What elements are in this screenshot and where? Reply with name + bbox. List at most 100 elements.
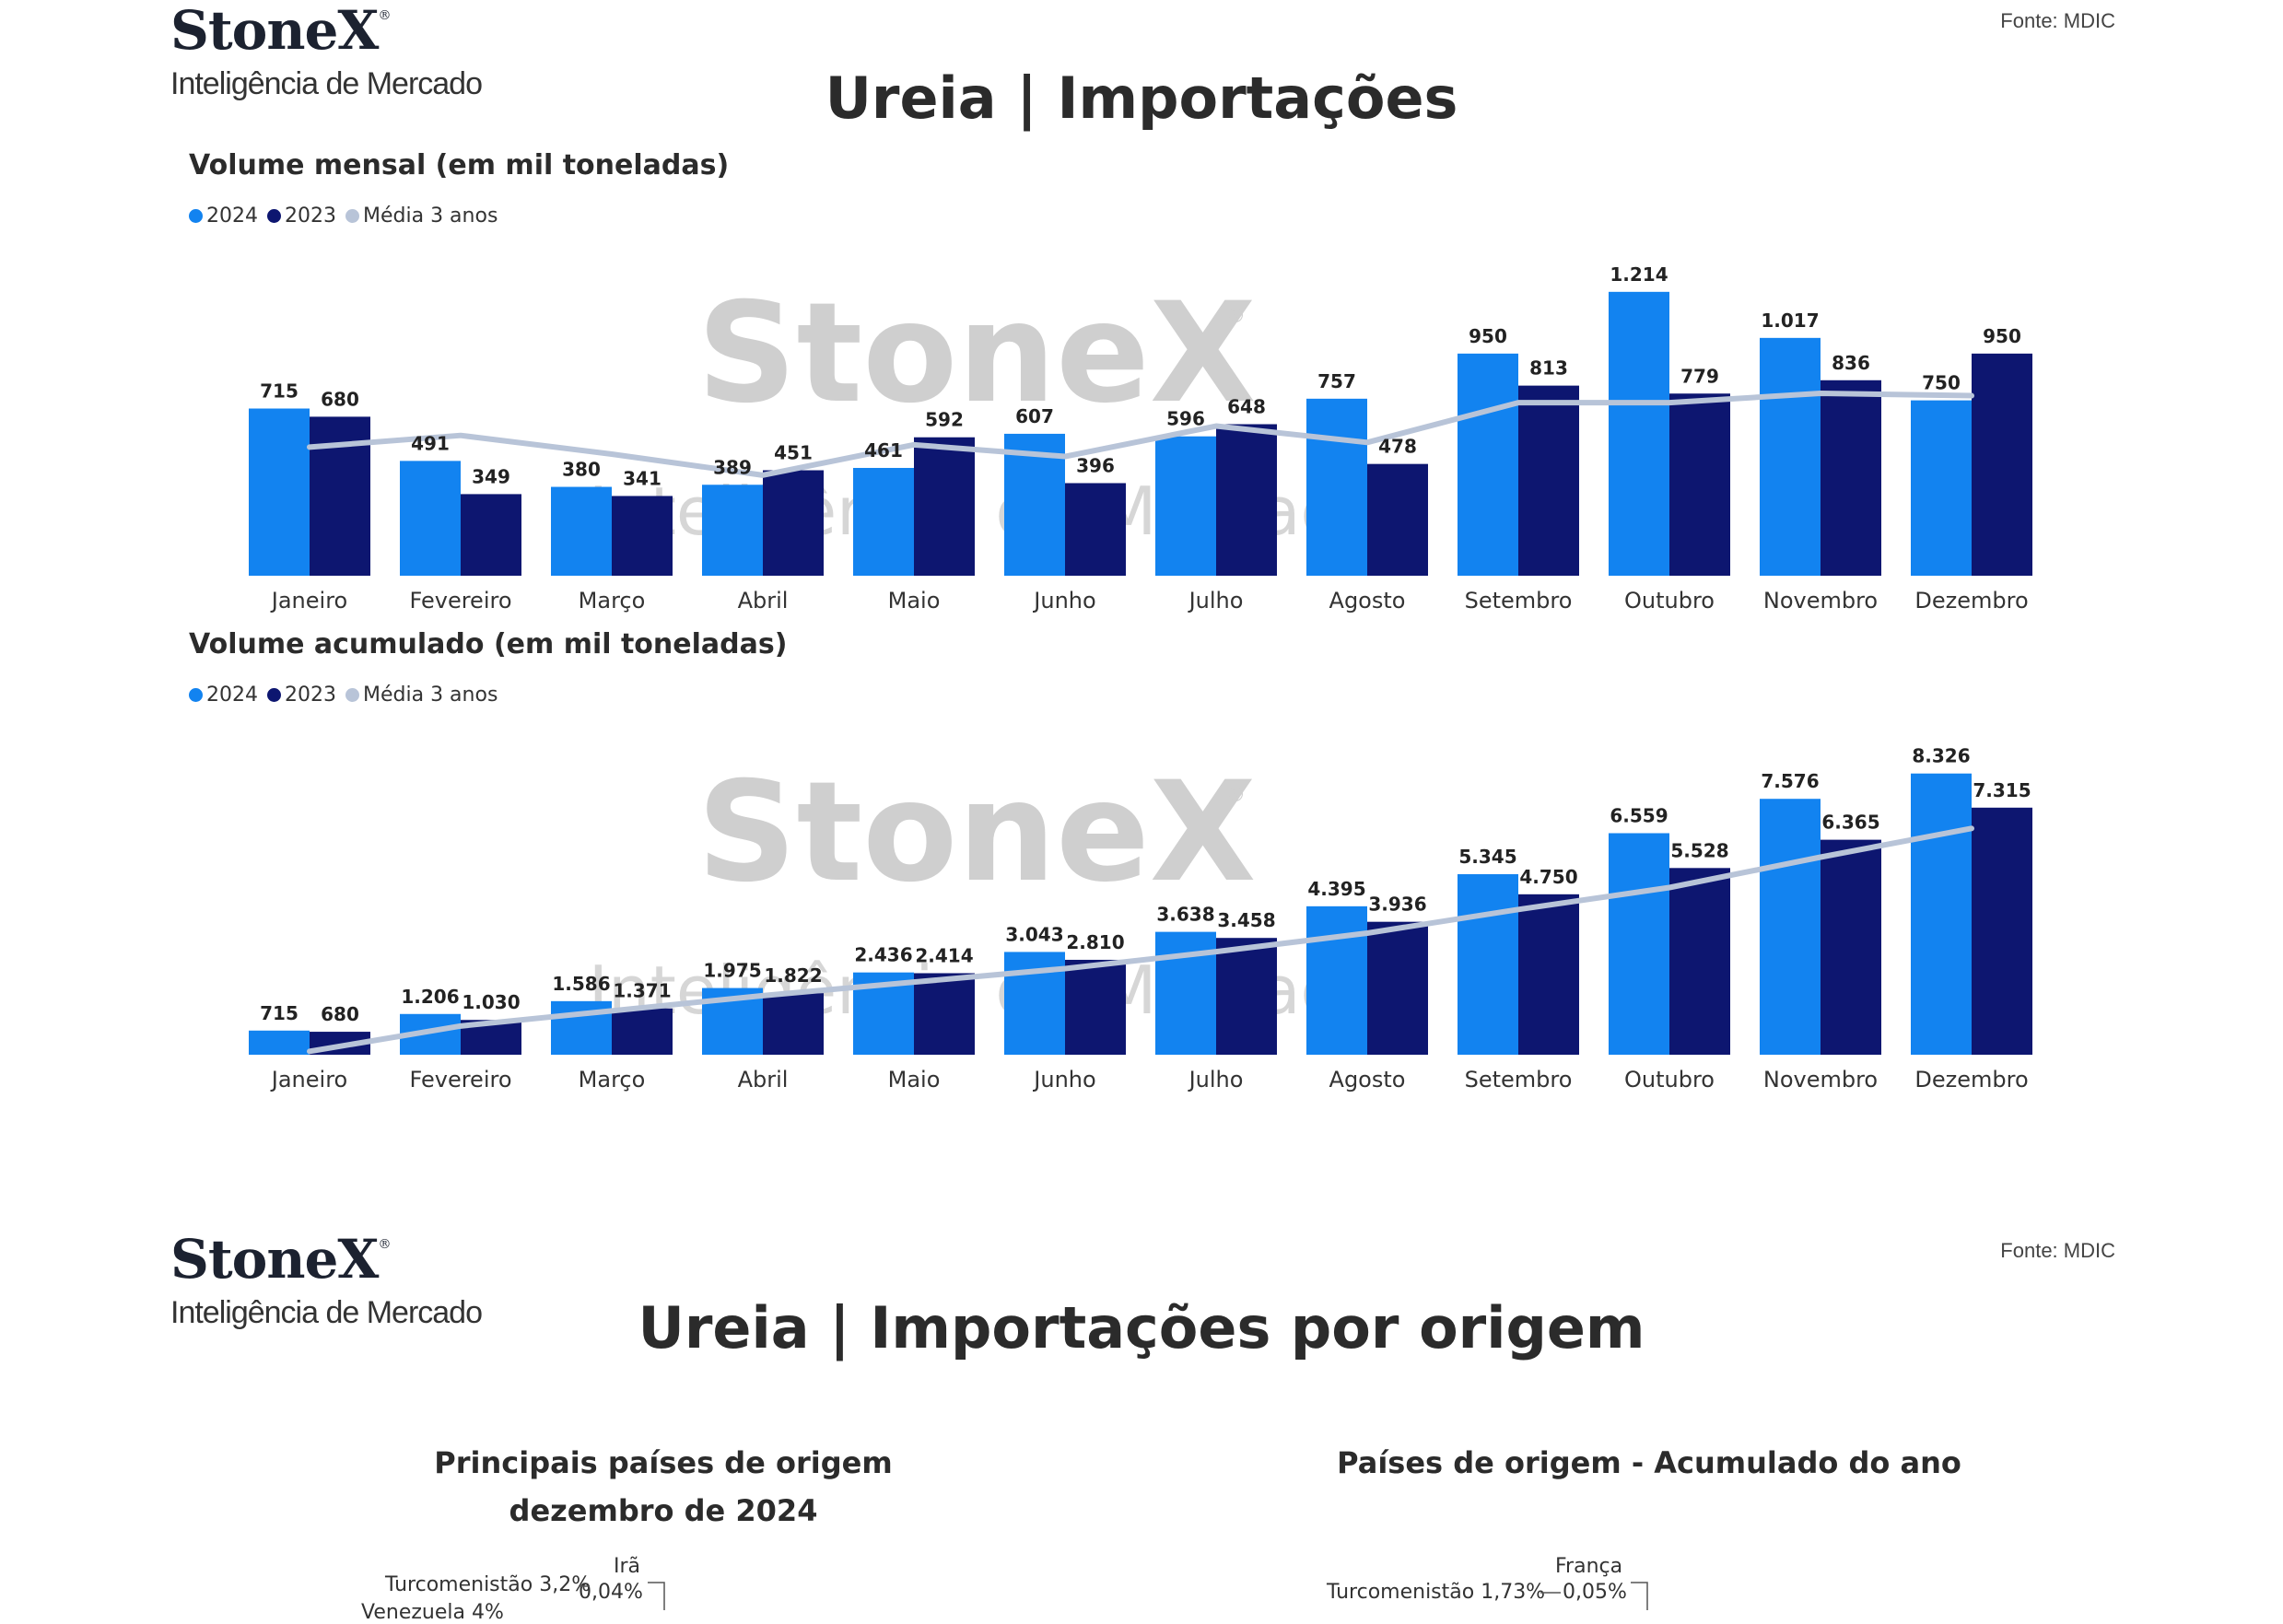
data-label-2024: 757 bbox=[1317, 370, 1356, 392]
data-label-2023: 7.315 bbox=[1973, 779, 2031, 801]
tick-label: Dezembro bbox=[1914, 1067, 2028, 1092]
tick-label: Abril bbox=[738, 1067, 789, 1092]
watermark-wordmark: StoneX bbox=[697, 274, 1257, 434]
data-label-2023: 2.810 bbox=[1066, 931, 1124, 953]
data-label-2024: 715 bbox=[260, 1002, 299, 1024]
logo: StoneX® Inteligência de Mercado bbox=[170, 0, 483, 102]
pie-label-turcomenistao-acum: Turcomenistão 1,73% bbox=[1327, 1581, 1546, 1604]
legend-dot-icon bbox=[267, 688, 281, 702]
data-label-2023: 1.030 bbox=[462, 991, 520, 1013]
tick-label: Agosto bbox=[1329, 588, 1406, 613]
bar-2023 bbox=[1216, 424, 1277, 576]
data-label-2024: 6.559 bbox=[1610, 805, 1668, 827]
page-title: Ureia | Importações bbox=[825, 64, 1458, 132]
data-label-2024: 5.345 bbox=[1458, 846, 1516, 868]
logo-page2: StoneX® Inteligência de Mercado bbox=[170, 1233, 483, 1331]
bar-2023 bbox=[1367, 463, 1428, 576]
pie-title-right: Países de origem - Acumulado do ano bbox=[1337, 1445, 1961, 1480]
data-label-2024: 950 bbox=[1469, 325, 1507, 347]
data-label-2024: 461 bbox=[864, 439, 903, 461]
source-note-page2: Fonte: MDIC bbox=[2000, 1239, 2115, 1262]
pie-label-ira: Irã bbox=[614, 1555, 641, 1578]
tick-label: Janeiro bbox=[270, 1067, 347, 1092]
data-label-2023: 349 bbox=[472, 465, 510, 487]
data-label-2024: 380 bbox=[562, 459, 601, 481]
tick-label: Março bbox=[579, 1067, 646, 1092]
bar-2024 bbox=[1306, 398, 1367, 576]
legend-dot-icon bbox=[345, 209, 359, 223]
tick-label: Outubro bbox=[1624, 1067, 1715, 1092]
pie-label-franca: França bbox=[1555, 1555, 1623, 1578]
tick-label: Outubro bbox=[1624, 588, 1715, 613]
pie-leader-lines-right bbox=[1540, 1582, 1648, 1610]
bar-2024 bbox=[400, 461, 461, 576]
legend-item-2024: 2024 bbox=[189, 683, 258, 707]
data-label-2023: 950 bbox=[1983, 325, 2021, 347]
data-label-2023: 680 bbox=[321, 388, 359, 410]
data-label-2024: 1.017 bbox=[1761, 310, 1819, 332]
legend-item-2023: 2023 bbox=[267, 683, 336, 707]
bar-2023 bbox=[1518, 385, 1579, 576]
data-label-2023: 680 bbox=[321, 1003, 359, 1025]
data-label-2023: 1.822 bbox=[764, 964, 822, 987]
tick-label: Junho bbox=[1032, 588, 1095, 613]
data-label-2023: 648 bbox=[1227, 396, 1266, 418]
bar-2023 bbox=[1518, 894, 1579, 1055]
tick-label: Março bbox=[579, 588, 646, 613]
bar-2023 bbox=[1821, 380, 1881, 576]
source-note: Fonte: MDIC bbox=[2000, 9, 2115, 32]
bar-2023 bbox=[1669, 868, 1730, 1055]
data-label-2023: 3.936 bbox=[1368, 894, 1426, 916]
bar-2023 bbox=[1065, 959, 1126, 1055]
leader-line bbox=[648, 1582, 665, 1610]
bar-2024 bbox=[1609, 833, 1669, 1055]
data-label-2024: 596 bbox=[1166, 408, 1205, 430]
tick-label: Novembro bbox=[1763, 588, 1878, 613]
bar-2024 bbox=[1760, 337, 1821, 576]
data-label-2023: 451 bbox=[774, 442, 813, 464]
bar-2023 bbox=[1367, 921, 1428, 1055]
bar-2024 bbox=[1609, 291, 1669, 576]
tick-label: Dezembro bbox=[1914, 588, 2028, 613]
data-label-2023: 3.458 bbox=[1217, 909, 1275, 931]
legend-item-2024: 2024 bbox=[189, 204, 258, 228]
bar-2024 bbox=[853, 467, 914, 576]
data-label-2023: 5.528 bbox=[1670, 839, 1728, 861]
data-label-2024: 1.206 bbox=[401, 986, 459, 1008]
bar-2023 bbox=[1669, 393, 1730, 576]
legend-dot-icon bbox=[189, 209, 203, 223]
bar-2023 bbox=[1972, 353, 2032, 576]
legend-monthly: 2024 2023 Média 3 anos bbox=[189, 204, 507, 228]
data-label-2023: 4.750 bbox=[1519, 866, 1577, 888]
data-label-2024: 8.326 bbox=[1912, 745, 1970, 767]
legend-cumulative: 2024 2023 Média 3 anos bbox=[189, 683, 507, 707]
bar-2024 bbox=[1911, 773, 1972, 1055]
tick-label: Abril bbox=[738, 588, 789, 613]
bar-2024 bbox=[1911, 400, 1972, 576]
tick-label: Janeiro bbox=[270, 588, 347, 613]
bar-2024 bbox=[249, 408, 310, 576]
pie-label-ira-value: 0,04% bbox=[579, 1581, 643, 1604]
data-label-2024: 1.975 bbox=[703, 960, 761, 982]
legend-dot-icon bbox=[189, 688, 203, 702]
line-media-3-anos bbox=[307, 825, 1974, 1055]
tick-label: Fevereiro bbox=[409, 588, 511, 613]
data-label-2024: 4.395 bbox=[1307, 878, 1365, 900]
data-label-2023: 779 bbox=[1680, 365, 1719, 387]
logo-wordmark: StoneX® bbox=[170, 0, 391, 62]
page-title-page2: Ureia | Importações por origem bbox=[638, 1294, 1645, 1361]
data-label-2024: 1.214 bbox=[1610, 263, 1668, 286]
pie-label-turcomenistao: Turcomenistão 3,2% bbox=[385, 1573, 591, 1596]
logo-subtitle: Inteligência de Mercado bbox=[170, 1295, 483, 1330]
bar-2024 bbox=[249, 1030, 310, 1055]
data-label-2023: 592 bbox=[925, 409, 964, 431]
pie-leader-lines-left bbox=[579, 1582, 665, 1610]
data-label-2024: 7.576 bbox=[1761, 770, 1819, 792]
watermark-mark: ® bbox=[1225, 305, 1246, 328]
bar-2023 bbox=[612, 496, 673, 576]
data-label-2023: 1.371 bbox=[613, 980, 671, 1002]
legend-item-avg: Média 3 anos bbox=[345, 683, 498, 707]
logo-subtitle: Inteligência de Mercado bbox=[170, 66, 483, 101]
